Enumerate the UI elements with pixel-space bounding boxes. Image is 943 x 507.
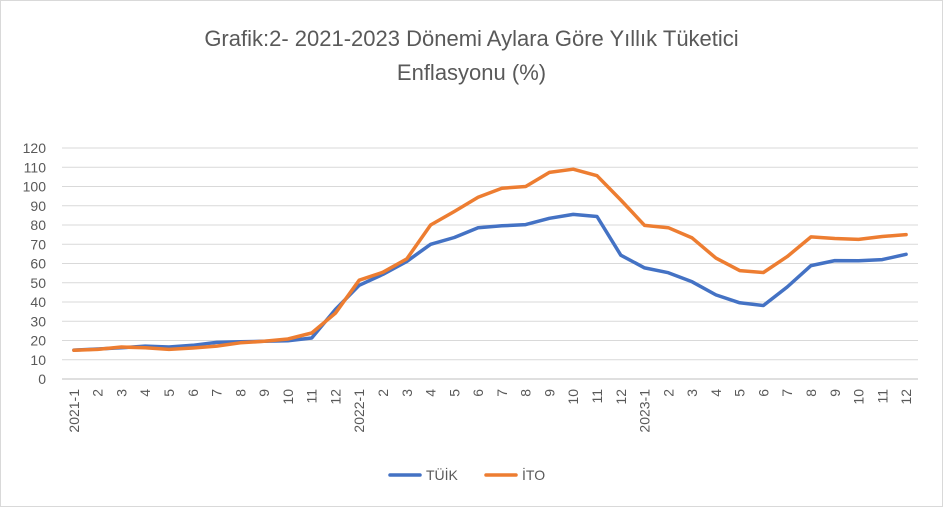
x-tick-label: 9 — [256, 389, 272, 397]
y-tick-label: 110 — [24, 159, 47, 175]
x-tick-label: 11 — [874, 389, 890, 404]
x-tick-label: 7 — [494, 389, 510, 397]
x-tick-label: 11 — [304, 389, 320, 404]
y-tick-label: 70 — [30, 236, 46, 252]
gridlines — [62, 147, 918, 380]
y-tick-label: 40 — [30, 294, 46, 310]
x-tick-label: 4 — [137, 389, 153, 397]
x-tick-label: 3 — [113, 389, 129, 397]
y-tick-label: 90 — [30, 198, 46, 214]
x-tick-label: 2 — [90, 389, 106, 397]
x-tick-label: 12 — [898, 389, 914, 405]
x-tick-label: 2 — [375, 389, 391, 397]
chart-title-line-1: Grafik:2- 2021-2023 Dönemi Aylara Göre Y… — [204, 26, 739, 51]
x-tick-label: 5 — [161, 389, 177, 397]
x-tick-label: 4 — [708, 389, 724, 397]
series-lines — [72, 167, 908, 353]
y-tick-label: 30 — [30, 313, 46, 329]
x-tick-label: 10 — [565, 389, 581, 405]
x-tick-label: 2023-1 — [637, 389, 653, 433]
x-tick-label: 10 — [851, 389, 867, 405]
x-tick-label: 8 — [232, 389, 248, 397]
x-tick-label: 12 — [327, 389, 343, 405]
chart-title-line-2: Enflasyonu (%) — [396, 60, 547, 85]
y-tick-label: 60 — [30, 256, 46, 272]
x-tick-label: 7 — [779, 389, 795, 397]
x-tick-label: 2021-1 — [66, 389, 82, 433]
x-tick-label: 5 — [732, 389, 748, 397]
x-tick-label: 3 — [399, 389, 415, 397]
y-tick-label: 80 — [30, 217, 46, 233]
y-tick-label: 50 — [30, 275, 46, 291]
x-axis-labels: 2021-1 2 3 4 5 6 7 8 9 10 11 12 2022-1 2 3 4 5 6 7 8 9 10 11 12… — [66, 389, 914, 433]
x-tick-label: 6 — [755, 389, 771, 397]
x-tick-label: 11 — [589, 389, 605, 404]
legend: TÜİK İTO — [388, 466, 545, 483]
chart-title: Grafik:2- 2021-2023 Dönemi Aylara Göre Y… — [0, 22, 943, 90]
y-tick-label: 10 — [30, 352, 46, 368]
x-tick-label: 9 — [541, 389, 557, 397]
x-tick-label: 6 — [185, 389, 201, 397]
x-tick-label: 9 — [827, 389, 843, 397]
y-axis-labels: 0 10 20 30 40 50 60 70 80 90 100 110 120 — [23, 140, 47, 387]
x-tick-label: 7 — [209, 389, 225, 397]
series-line-0 — [72, 212, 908, 352]
x-tick-label: 8 — [518, 389, 534, 397]
x-tick-label: 6 — [470, 389, 486, 397]
legend-label-1: İTO — [522, 466, 545, 483]
x-tick-label: 2 — [660, 389, 676, 397]
y-tick-label: 20 — [30, 333, 46, 349]
series-line-1 — [72, 167, 908, 353]
x-tick-label: 5 — [446, 389, 462, 397]
x-tick-label: 2022-1 — [351, 389, 367, 433]
x-tick-label: 12 — [613, 389, 629, 405]
y-tick-label: 120 — [23, 140, 47, 156]
x-tick-label: 4 — [423, 389, 439, 397]
x-tick-label: 10 — [280, 389, 296, 405]
y-tick-label: 0 — [38, 371, 46, 387]
y-tick-label: 100 — [23, 179, 47, 195]
x-tick-label: 3 — [684, 389, 700, 397]
x-tick-label: 8 — [803, 389, 819, 397]
legend-label-0: TÜİK — [426, 466, 459, 483]
